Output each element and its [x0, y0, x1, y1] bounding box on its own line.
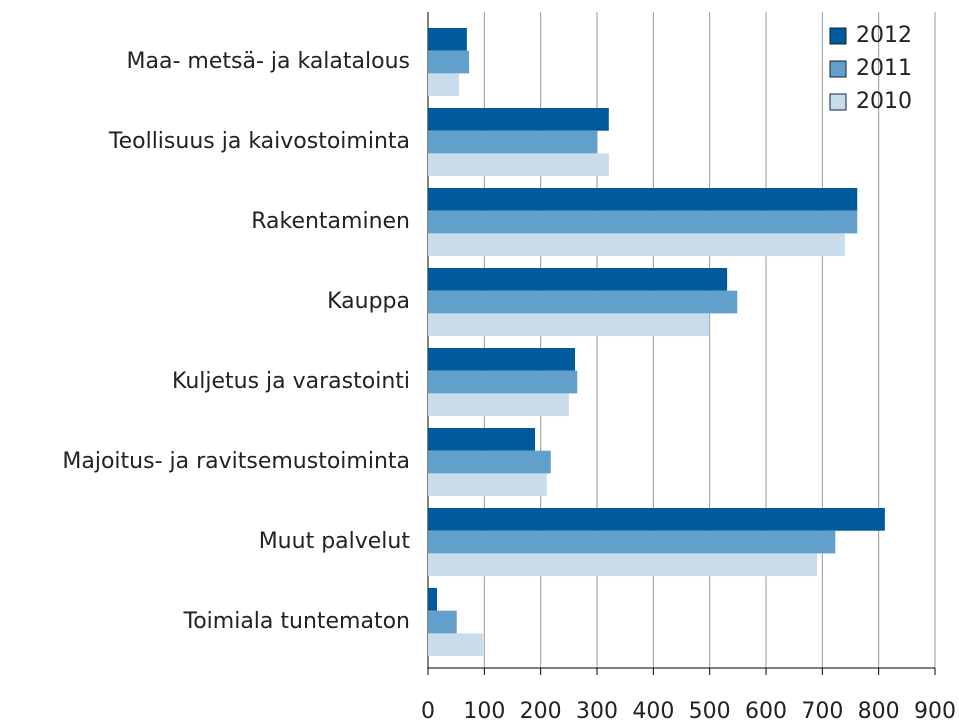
y-tick-label: Maa- metsä- ja kalatalous [127, 49, 410, 74]
legend-swatch [829, 27, 847, 45]
bar [428, 210, 858, 234]
legend-label: 2010 [856, 89, 912, 114]
bar [428, 428, 536, 451]
x-tick-label: 700 [801, 699, 843, 724]
x-tick-label: 500 [689, 699, 731, 724]
x-tick-label: 400 [632, 699, 674, 724]
bar [428, 508, 885, 531]
x-tick-label: 900 [914, 699, 956, 724]
x-tick-label: 600 [745, 699, 787, 724]
bar [428, 473, 547, 497]
y-tick-label: Teollisuus ja kaivostoiminta [108, 129, 410, 154]
bar [428, 370, 578, 394]
y-tick-label: Muut palvelut [259, 529, 411, 554]
y-tick-label: Toimiala tuntematon [183, 609, 411, 634]
y-tick-label: Rakentaminen [251, 209, 410, 234]
bar [428, 28, 467, 51]
x-tick-label: 100 [463, 699, 505, 724]
bar [428, 530, 836, 554]
bar [428, 348, 576, 371]
x-tick-label: 300 [576, 699, 618, 724]
bar [428, 393, 569, 417]
bar [428, 450, 551, 474]
legend-label: 2011 [856, 56, 912, 81]
bar [428, 610, 457, 634]
bar [428, 153, 609, 177]
x-tick-label: 200 [520, 699, 562, 724]
bar [428, 108, 609, 131]
bar [428, 233, 845, 257]
bar [428, 290, 738, 314]
bar [428, 188, 858, 211]
bar [428, 633, 484, 657]
bar [428, 268, 728, 291]
bar [428, 313, 710, 337]
legend-label: 2012 [856, 23, 912, 48]
x-tick-label: 0 [421, 699, 435, 724]
legend-swatch [829, 93, 847, 111]
y-tick-label: Kuljetus ja varastointi [172, 369, 410, 394]
bar [428, 50, 470, 74]
y-tick-label: Kauppa [327, 289, 410, 314]
bar [428, 553, 818, 577]
bar [428, 588, 438, 611]
bar [428, 73, 459, 97]
bar [428, 130, 597, 154]
y-tick-label: Majoitus- ja ravitsemustoiminta [62, 449, 410, 474]
legend-swatch [829, 60, 847, 78]
x-tick-label: 800 [858, 699, 900, 724]
